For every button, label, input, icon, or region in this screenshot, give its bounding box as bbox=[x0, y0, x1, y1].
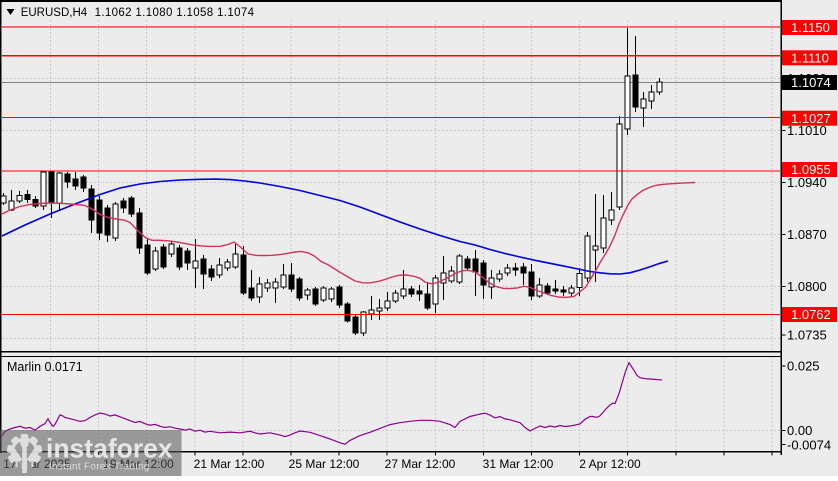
svg-text:1.0940: 1.0940 bbox=[787, 175, 827, 190]
svg-text:1.1027: 1.1027 bbox=[791, 111, 831, 126]
svg-text:1.0955: 1.0955 bbox=[791, 162, 831, 177]
svg-text:1.1010: 1.1010 bbox=[787, 123, 827, 138]
svg-text:27 Mar 12:00: 27 Mar 12:00 bbox=[385, 457, 456, 471]
svg-text:0.00: 0.00 bbox=[787, 423, 812, 438]
svg-text:0.025: 0.025 bbox=[787, 359, 820, 374]
svg-text:Instant Forex Trading: Instant Forex Trading bbox=[49, 461, 150, 472]
svg-text:25 Mar 12:00: 25 Mar 12:00 bbox=[289, 457, 360, 471]
svg-text:2 Apr 12:00: 2 Apr 12:00 bbox=[579, 457, 641, 471]
svg-text:1.1074: 1.1074 bbox=[791, 75, 831, 90]
svg-text:EURUSD,H4: EURUSD,H4 bbox=[21, 7, 88, 19]
svg-text:31 Mar 12:00: 31 Mar 12:00 bbox=[483, 457, 554, 471]
svg-text:21 Mar 12:00: 21 Mar 12:00 bbox=[194, 457, 265, 471]
svg-text:1.1062 1.1080 1.1058 1.1074: 1.1062 1.1080 1.1058 1.1074 bbox=[95, 7, 255, 19]
svg-text:1.1150: 1.1150 bbox=[791, 20, 830, 35]
svg-text:instaforex: instaforex bbox=[46, 433, 173, 463]
svg-text:1.0800: 1.0800 bbox=[787, 279, 827, 294]
svg-text:1.1110: 1.1110 bbox=[791, 51, 829, 66]
svg-text:1.0870: 1.0870 bbox=[787, 227, 827, 242]
svg-text:1.0735: 1.0735 bbox=[787, 328, 827, 343]
svg-text:-0.0074: -0.0074 bbox=[787, 437, 831, 452]
svg-text:1.0762: 1.0762 bbox=[791, 307, 831, 322]
svg-text:Marlin 0.0171: Marlin 0.0171 bbox=[7, 360, 83, 374]
